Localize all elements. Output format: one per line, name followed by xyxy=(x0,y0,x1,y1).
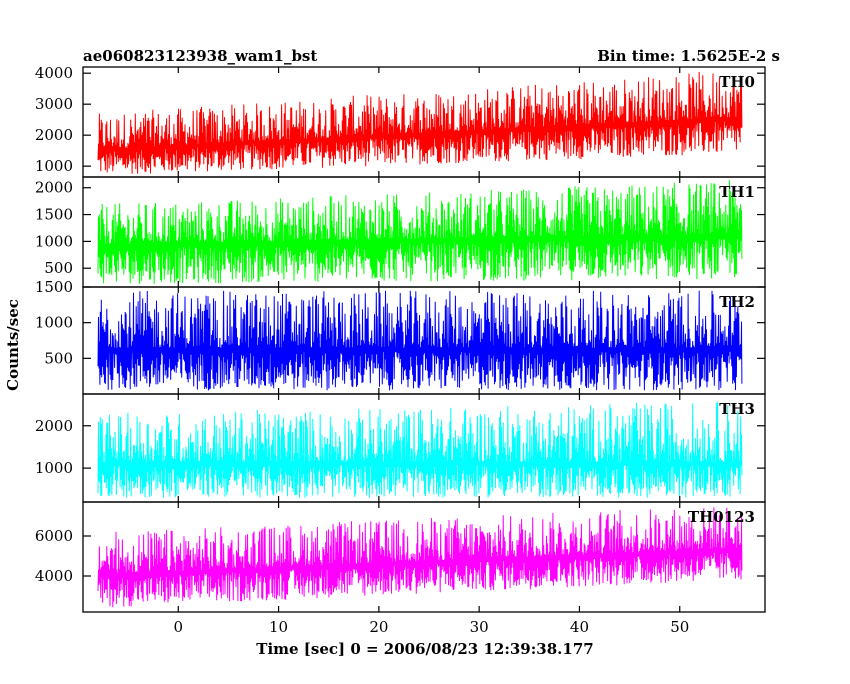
x-tick-label: 0 xyxy=(174,618,184,636)
y-tick-label: 2000 xyxy=(35,179,73,197)
y-tick-label: 500 xyxy=(44,349,73,367)
y-tick-label: 1500 xyxy=(35,206,73,224)
y-tick-label: 1500 xyxy=(35,278,73,296)
y-tick-label: 500 xyxy=(44,259,73,277)
panel-label: TH0 xyxy=(719,73,755,91)
x-tick-label: 50 xyxy=(670,618,689,636)
panel-label: TH0123 xyxy=(688,508,755,526)
x-axis: 0 10 20 30 40 50 xyxy=(174,618,690,636)
panel-label: TH1 xyxy=(719,183,755,201)
y-tick-label: 2000 xyxy=(35,126,73,144)
panel-th2: 500 1000 1500 TH2 xyxy=(35,278,766,395)
panel-label: TH2 xyxy=(719,293,755,311)
series-th1 xyxy=(97,180,743,284)
panel-th0123: 4000 6000 TH0123 xyxy=(35,501,766,613)
series-th2 xyxy=(97,290,743,391)
x-tick-label: 30 xyxy=(470,618,489,636)
y-tick-label: 1000 xyxy=(35,232,73,250)
panel-frame xyxy=(82,501,766,613)
series-th3 xyxy=(97,402,743,498)
y-tick-label: 4000 xyxy=(35,567,73,585)
panel-th0: 1000 2000 3000 4000 TH0 xyxy=(35,64,766,178)
y-tick-label: 3000 xyxy=(35,95,73,113)
panel-th1: 500 1000 1500 2000 TH1 xyxy=(35,176,766,288)
series-th0 xyxy=(97,71,743,174)
y-tick-label: 4000 xyxy=(35,64,73,82)
y-tick-label: 1000 xyxy=(35,314,73,332)
x-tick-label: 10 xyxy=(269,618,288,636)
y-tick-label: 1000 xyxy=(35,157,73,175)
chart-title: ae060823123938_wam1_bst xyxy=(83,47,317,65)
panel-label: TH3 xyxy=(719,400,755,418)
panel-th3: 1000 2000 TH3 xyxy=(35,393,766,503)
x-axis-title: Time [sec] 0 = 2006/08/23 12:39:38.177 xyxy=(256,640,593,658)
y-tick-label: 6000 xyxy=(35,527,73,545)
x-tick-label: 20 xyxy=(369,618,388,636)
y-axis-title: Counts/sec xyxy=(4,299,22,391)
y-tick-label: 1000 xyxy=(35,459,73,477)
x-tick-label: 40 xyxy=(570,618,589,636)
y-tick-label: 2000 xyxy=(35,417,73,435)
series-th0123 xyxy=(97,507,743,608)
bin-time-label: Bin time: 1.5625E-2 s xyxy=(597,47,780,65)
